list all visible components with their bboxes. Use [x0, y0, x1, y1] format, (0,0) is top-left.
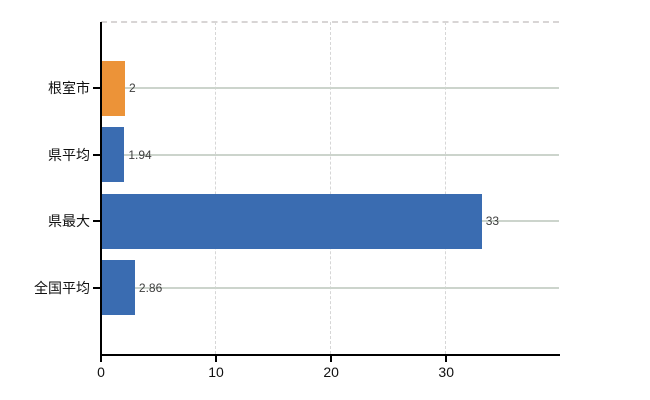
x-axis-tick	[445, 356, 448, 362]
y-axis-tick	[93, 87, 100, 90]
v-gridline	[215, 22, 217, 354]
value-label: 2.86	[138, 280, 163, 295]
bar	[102, 260, 135, 316]
x-axis-tick	[100, 356, 102, 362]
y-axis-tick	[93, 153, 100, 156]
category-label: 県最大	[48, 213, 90, 230]
h-gridline	[101, 153, 559, 156]
v-gridline	[445, 22, 447, 354]
value-label: 1.94	[128, 147, 152, 162]
bar	[102, 193, 482, 249]
x-tick-label: 30	[438, 364, 454, 380]
category-label: 根室市	[48, 80, 90, 97]
category-label: 全国平均	[34, 279, 90, 296]
bar	[102, 60, 125, 116]
x-tick-label: 0	[97, 364, 105, 380]
bar	[102, 127, 125, 183]
h-gridline	[101, 87, 559, 90]
v-gridline	[330, 22, 332, 354]
x-tick-label: 10	[208, 364, 224, 380]
x-axis-tick	[215, 356, 218, 362]
y-axis-line	[100, 22, 102, 356]
y-axis-tick	[93, 286, 100, 289]
plot-top-border	[101, 21, 559, 23]
x-axis-line	[100, 354, 560, 356]
category-label: 県平均	[48, 146, 90, 163]
value-label: 33	[485, 214, 500, 229]
x-tick-label: 20	[323, 364, 339, 380]
h-gridline	[101, 286, 559, 289]
x-axis-tick	[330, 356, 333, 362]
y-axis-tick	[93, 220, 100, 223]
value-label: 2	[129, 81, 136, 96]
